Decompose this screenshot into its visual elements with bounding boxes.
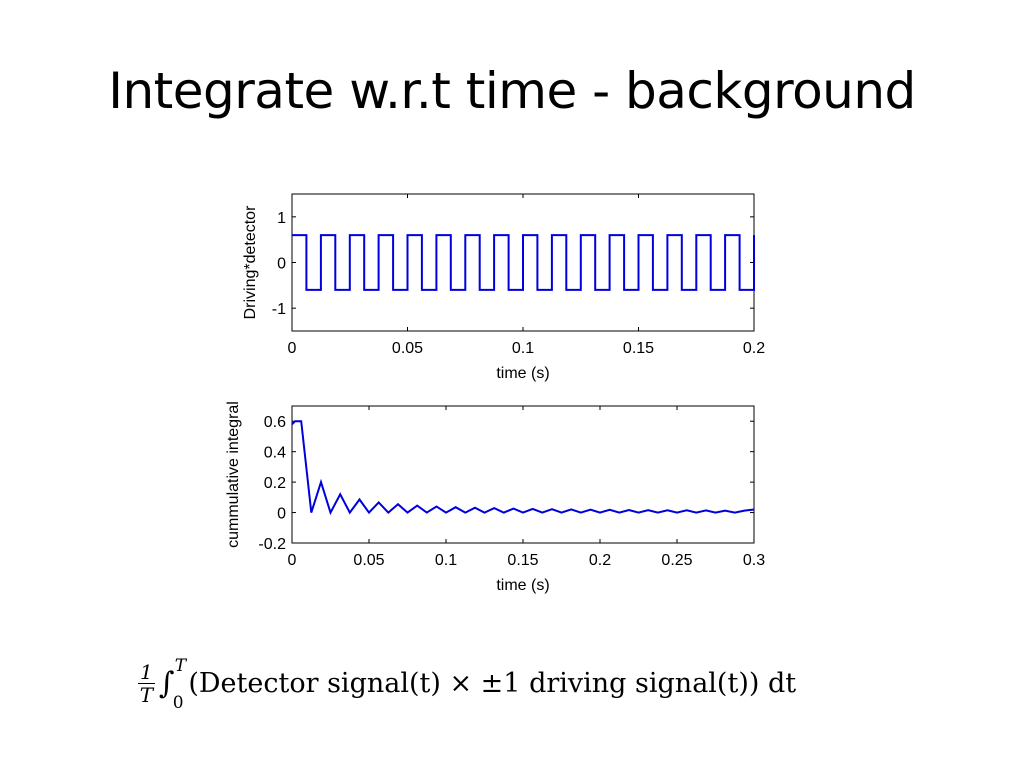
chart-driving-detector: 0 0.05 0.1 0.15 0.2 1 0 -1 time (s) Driving*detec…	[242, 193, 765, 382]
formula-frac-denominator: T	[139, 682, 154, 707]
axes-box	[291, 405, 755, 544]
y-tick-label: -1	[272, 301, 286, 318]
x-tick-label: 0.3	[743, 552, 765, 569]
y-tick-label: 0	[277, 506, 286, 523]
x-tick-label: 0.1	[435, 552, 457, 569]
x-axis-label: time (s)	[496, 365, 549, 382]
x-tick-label: 0.15	[507, 552, 538, 569]
x-tick-label: 0.15	[623, 340, 654, 357]
y-tick-label: 0.2	[264, 475, 286, 492]
x-tick-label: 0	[288, 340, 297, 357]
chart-cumulative-integral: 0 0.05 0.1 0.15 0.2 0.25 0.30.60.40.20-0.2time…	[225, 401, 765, 594]
y-tick-label: -0.2	[258, 536, 286, 553]
y-axis-label: Driving*detector	[242, 205, 259, 320]
x-tick-label: 0	[288, 552, 297, 569]
integral-lower-limit: 0	[172, 692, 184, 713]
x-tick-label: 0.25	[661, 552, 692, 569]
x-tick-label: 0.05	[353, 552, 384, 569]
charts-canvas: 0 0.05 0.1 0.15 0.2 1 0 -1 time (s) Driving*detec…	[225, 193, 765, 594]
formula-body: (Detector signal(t) × ±1 driving signal(…	[188, 667, 797, 699]
y-tick-label: 0.6	[264, 414, 286, 431]
formula-fraction: 1 T	[138, 661, 155, 706]
formula: 1 T ∫ T 0 (Detector signal(t) × ±1 drivi…	[138, 648, 796, 718]
slide-title: Integrate w.r.t time - background	[108, 62, 916, 120]
formula-frac-numerator: 1	[138, 659, 155, 684]
y-tick-label: 0.4	[264, 445, 286, 462]
integral-sign: ∫	[158, 665, 175, 701]
series-line	[291, 420, 755, 516]
series-line	[292, 234, 755, 291]
integral-upper-limit: T	[174, 655, 187, 676]
x-tick-label: 0.2	[589, 552, 611, 569]
formula-integral: ∫ T 0	[158, 656, 186, 713]
y-tick-label: 0	[277, 256, 286, 273]
x-axis-label: time (s)	[496, 577, 549, 594]
y-tick-label: 1	[277, 210, 286, 227]
x-tick-label: 0.1	[512, 340, 534, 357]
y-axis-label: cummulative integral	[225, 401, 242, 548]
x-tick-label: 0.05	[392, 340, 423, 357]
x-tick-label: 0.2	[743, 340, 765, 357]
